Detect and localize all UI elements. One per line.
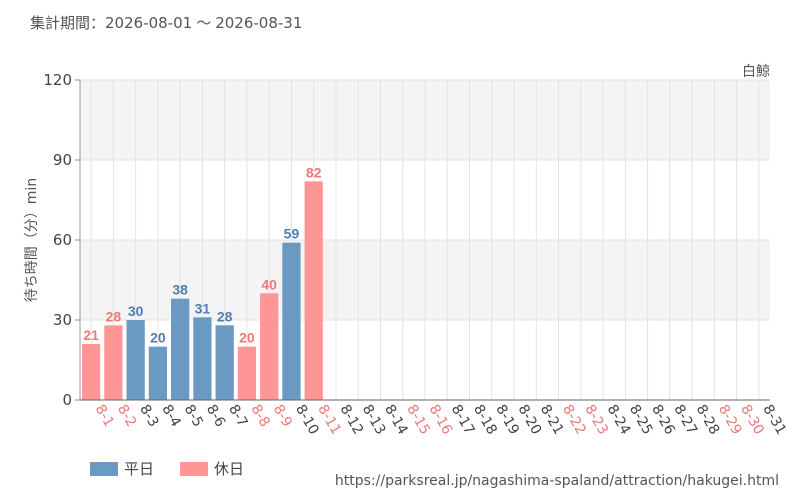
period-end: 2026-08-31: [215, 14, 303, 32]
bar-8-7: [215, 325, 234, 400]
x-tick-label: 8-5: [181, 402, 206, 430]
bar-value-label: 40: [261, 276, 277, 292]
bar-value-label: 28: [217, 308, 233, 324]
bar-value-label: 20: [239, 330, 255, 346]
y-axis: 0 30 60 90 120: [43, 71, 81, 409]
y-axis-title: 待ち時間（分）min: [24, 178, 40, 302]
y-tick-label: 30: [53, 311, 72, 329]
period-start: 集計期間：2026-08-01: [30, 14, 193, 32]
bar-value-label: 28: [106, 308, 122, 324]
bar-8-4: [148, 346, 168, 400]
x-tick-label: 8-2: [114, 402, 139, 430]
bar-value-label: 38: [172, 282, 188, 298]
bar-8-10: [282, 242, 301, 400]
bar-8-8: [237, 346, 257, 400]
period-label: 集計期間：2026-08-01 ～ 2026-08-31: [30, 12, 302, 33]
y-tick-label: 90: [53, 151, 72, 169]
legend-label-weekday: 平日: [124, 460, 155, 478]
bar-value-label: 59: [284, 226, 300, 242]
bar-8-6: [193, 317, 212, 400]
bar-8-1: [82, 344, 101, 400]
x-tick-label: 8-8: [247, 402, 272, 430]
attraction-name: 白鯨: [742, 64, 770, 80]
holiday-swatch: [180, 461, 209, 476]
bar-value-label: 30: [128, 303, 144, 319]
bar-value-label: 21: [83, 327, 99, 343]
bar-8-2: [104, 325, 123, 400]
x-axis: 8-18-28-38-48-58-68-78-88-98-108-118-128…: [80, 399, 789, 438]
y-tick-label: 60: [53, 231, 72, 249]
bar-value-label: 20: [150, 330, 166, 346]
x-tick-label: 8-3: [136, 402, 161, 430]
bar-8-11: [304, 181, 323, 400]
period-separator: ～: [196, 14, 212, 32]
bars: [82, 181, 323, 400]
x-tick-label: 8-6: [203, 402, 228, 430]
y-tick-label: 120: [43, 71, 72, 89]
legend: 平日 休日: [90, 458, 244, 479]
x-tick-label: 8-7: [225, 402, 250, 430]
y-tick-label: 0: [62, 391, 72, 409]
source-url[interactable]: https://parksreal.jp/nagashima-spaland/a…: [334, 473, 779, 489]
x-tick-label: 8-4: [158, 402, 183, 430]
bar-8-5: [171, 298, 190, 400]
bar-value-label: 31: [195, 300, 211, 316]
legend-item-weekday[interactable]: 平日: [90, 458, 154, 479]
weekday-swatch: [90, 461, 118, 476]
x-tick-label: 8-31: [759, 402, 789, 438]
x-tick-label: 8-9: [270, 402, 295, 430]
legend-item-holiday[interactable]: 休日: [180, 458, 244, 479]
legend-label-holiday: 休日: [214, 460, 245, 478]
bar-value-labels: 21 28 30 20 38 31 28 20 40 59 82: [83, 164, 321, 345]
bar-value-label: 82: [306, 164, 322, 180]
bar-8-9: [260, 293, 279, 400]
x-tick-label: 8-1: [92, 402, 117, 430]
bar-8-3: [126, 320, 145, 400]
